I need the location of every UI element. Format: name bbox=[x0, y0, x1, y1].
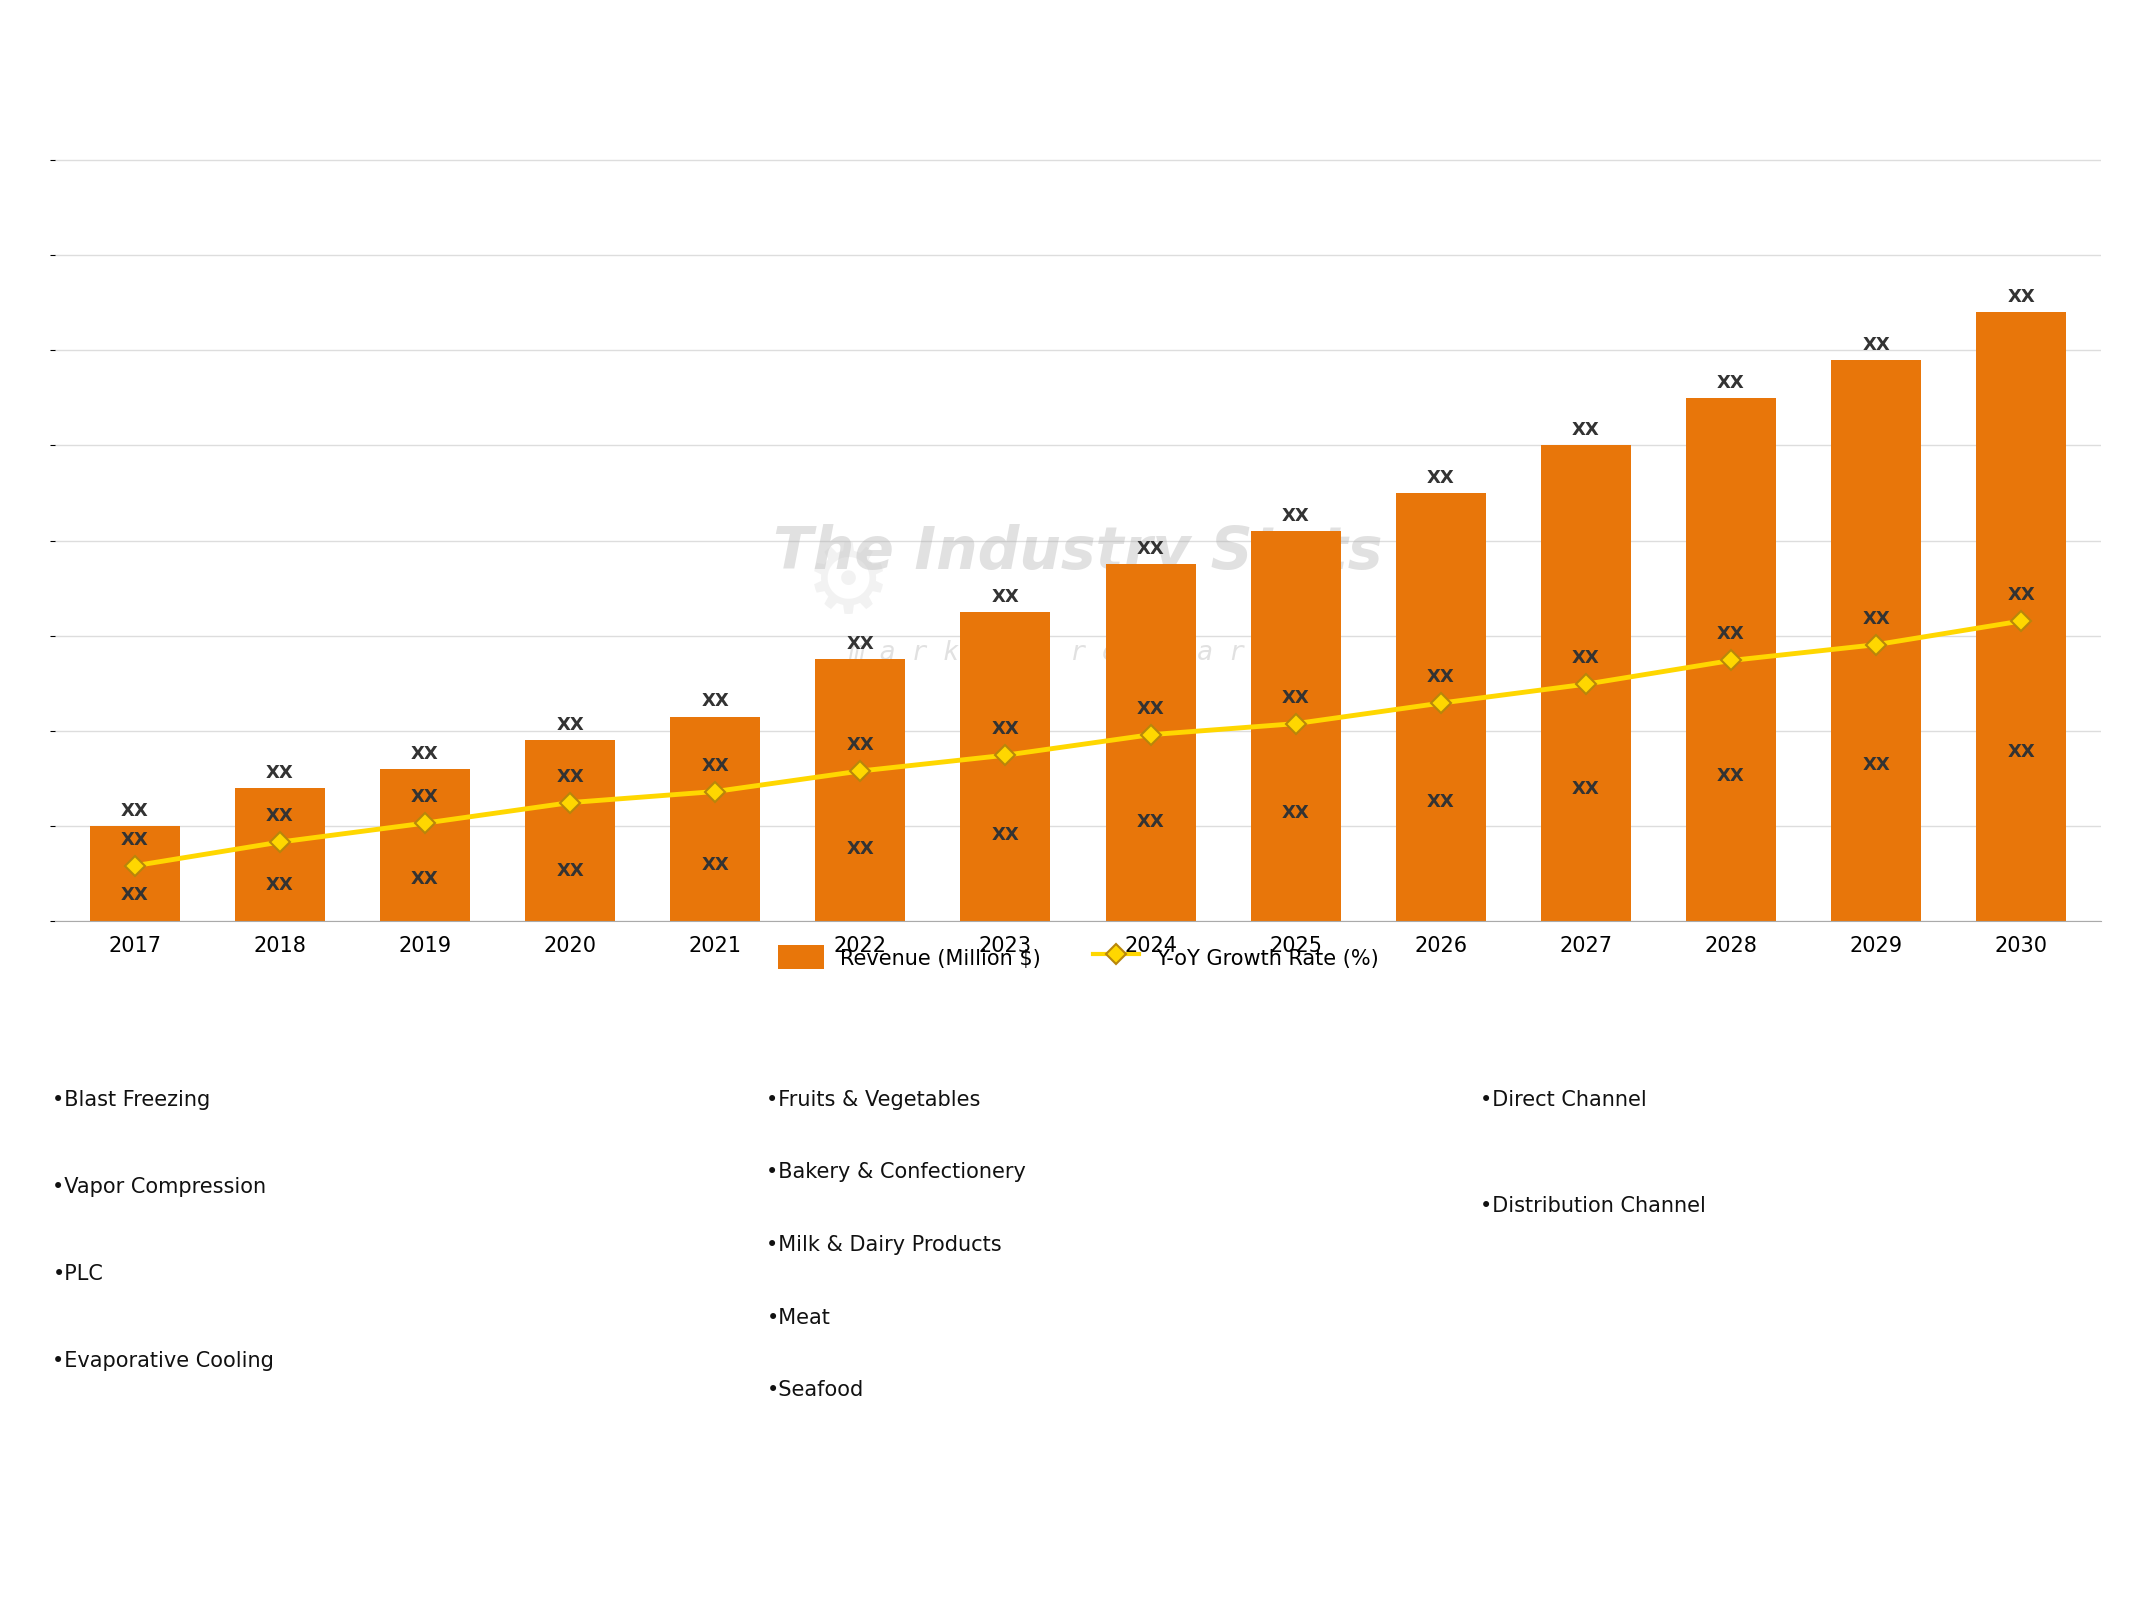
Text: XX: XX bbox=[1427, 668, 1455, 685]
Text: XX: XX bbox=[992, 827, 1020, 844]
Text: XX: XX bbox=[847, 634, 873, 653]
Text: XX: XX bbox=[265, 762, 293, 782]
Bar bbox=[235, 788, 326, 921]
Text: XX: XX bbox=[556, 862, 584, 880]
Text: XX: XX bbox=[1283, 804, 1309, 822]
Text: XX: XX bbox=[1863, 335, 1891, 353]
Text: XX: XX bbox=[556, 716, 584, 733]
Bar bbox=[1686, 398, 1777, 921]
Text: •Meat: •Meat bbox=[768, 1306, 830, 1327]
Text: XX: XX bbox=[847, 839, 873, 857]
Bar bbox=[815, 660, 906, 921]
Text: XX: XX bbox=[265, 807, 293, 825]
Text: XX: XX bbox=[1716, 374, 1744, 392]
Bar bbox=[1106, 565, 1197, 921]
Text: XX: XX bbox=[121, 830, 149, 847]
Text: •Seafood: •Seafood bbox=[768, 1379, 865, 1400]
Text: XX: XX bbox=[412, 788, 440, 806]
Text: XX: XX bbox=[412, 745, 440, 762]
Text: XX: XX bbox=[847, 735, 873, 753]
Text: XX: XX bbox=[1716, 624, 1744, 644]
Bar bbox=[959, 613, 1050, 921]
Text: XX: XX bbox=[1427, 793, 1455, 811]
Bar bbox=[91, 827, 179, 921]
Text: XX: XX bbox=[701, 756, 729, 774]
Text: •Milk & Dairy Products: •Milk & Dairy Products bbox=[768, 1234, 1003, 1254]
Text: ⚙: ⚙ bbox=[806, 539, 893, 632]
Text: •Bakery & Confectionery: •Bakery & Confectionery bbox=[768, 1162, 1026, 1181]
Text: Source: Theindustrystats Analysis: Source: Theindustrystats Analysis bbox=[39, 1555, 384, 1573]
Text: •Distribution Channel: •Distribution Channel bbox=[1481, 1196, 1705, 1215]
Text: Website: www.theindustrystats.com: Website: www.theindustrystats.com bbox=[1749, 1555, 2117, 1573]
Text: XX: XX bbox=[2007, 742, 2035, 761]
Bar bbox=[1830, 361, 1921, 921]
Text: XX: XX bbox=[1136, 539, 1164, 557]
Text: XX: XX bbox=[1863, 610, 1891, 628]
Text: Fig. Global Refrigerated Warehousing Market Status and Outlook: Fig. Global Refrigerated Warehousing Mar… bbox=[28, 27, 1102, 55]
Text: XX: XX bbox=[1136, 812, 1164, 831]
Bar bbox=[1250, 531, 1341, 921]
Text: •Blast Freezing: •Blast Freezing bbox=[52, 1090, 211, 1109]
Text: XX: XX bbox=[121, 886, 149, 904]
Bar bbox=[1395, 494, 1485, 921]
Text: XX: XX bbox=[121, 801, 149, 819]
Text: XX: XX bbox=[1427, 469, 1455, 486]
Text: XX: XX bbox=[2007, 586, 2035, 603]
Text: •Fruits & Vegetables: •Fruits & Vegetables bbox=[768, 1090, 981, 1109]
Text: XX: XX bbox=[992, 587, 1020, 605]
Text: •Direct Channel: •Direct Channel bbox=[1481, 1090, 1647, 1109]
Bar bbox=[526, 742, 614, 921]
Text: XX: XX bbox=[265, 875, 293, 892]
Text: XX: XX bbox=[1136, 700, 1164, 717]
Text: •PLC: •PLC bbox=[52, 1263, 103, 1284]
Text: The Industry Stats: The Industry Stats bbox=[774, 523, 1382, 581]
Text: XX: XX bbox=[992, 719, 1020, 738]
Text: XX: XX bbox=[1572, 421, 1600, 438]
Bar bbox=[671, 717, 761, 921]
Text: XX: XX bbox=[1863, 756, 1891, 774]
Text: XX: XX bbox=[1572, 780, 1600, 798]
Text: •Evaporative Cooling: •Evaporative Cooling bbox=[52, 1350, 274, 1371]
Bar bbox=[1977, 313, 2065, 921]
Text: XX: XX bbox=[556, 767, 584, 785]
Legend: Revenue (Million $), Y-oY Growth Rate (%): Revenue (Million $), Y-oY Growth Rate (%… bbox=[770, 937, 1386, 977]
Text: m a r k e t   r e s e a r c h: m a r k e t r e s e a r c h bbox=[847, 640, 1309, 666]
Text: Email: sales@theindustrystats.com: Email: sales@theindustrystats.com bbox=[901, 1555, 1255, 1573]
Text: XX: XX bbox=[2007, 287, 2035, 307]
Text: •Vapor Compression: •Vapor Compression bbox=[52, 1176, 267, 1196]
Text: XX: XX bbox=[412, 870, 440, 888]
Text: XX: XX bbox=[701, 855, 729, 873]
Bar bbox=[379, 769, 470, 921]
Bar bbox=[1542, 446, 1630, 921]
Text: XX: XX bbox=[1716, 766, 1744, 785]
Text: XX: XX bbox=[1283, 689, 1309, 706]
Text: XX: XX bbox=[1283, 507, 1309, 525]
Text: XX: XX bbox=[701, 692, 729, 709]
Text: XX: XX bbox=[1572, 648, 1600, 666]
